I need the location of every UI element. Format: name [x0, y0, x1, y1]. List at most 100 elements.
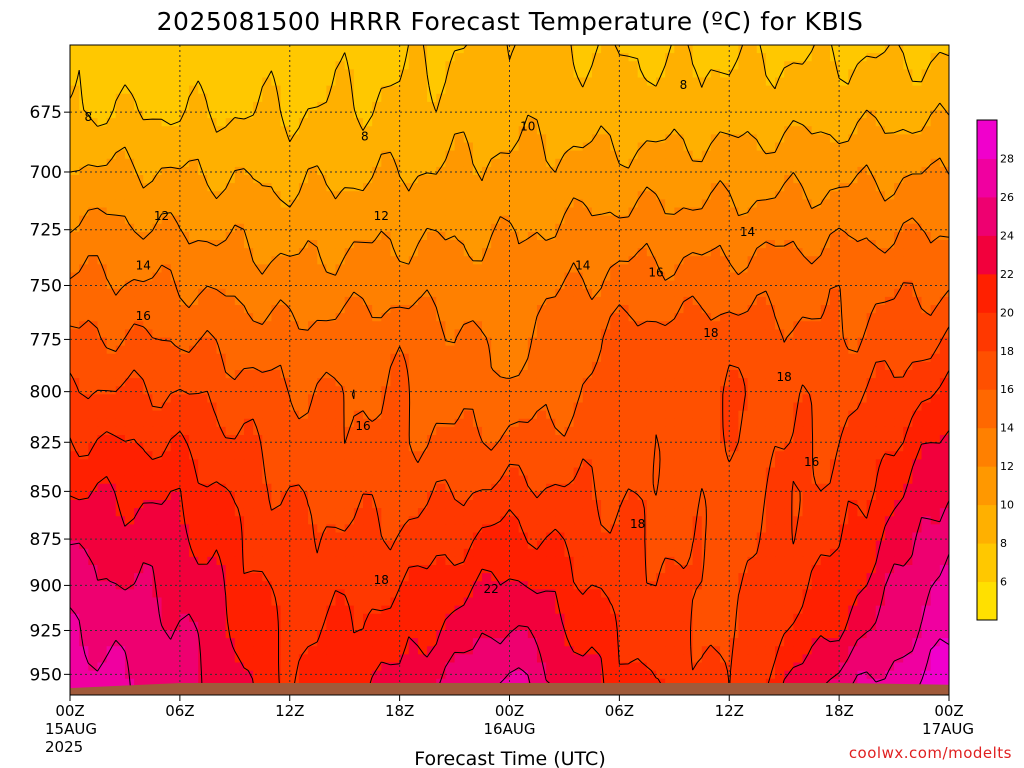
heat-cell [857, 296, 868, 306]
heat-cell [701, 353, 712, 363]
heat-cell [152, 69, 163, 79]
heat-cell [875, 126, 886, 135]
heat-cell [591, 110, 602, 119]
heat-cell [875, 426, 886, 436]
heat-cell [243, 280, 254, 290]
heat-cell [134, 451, 144, 460]
heat-cell [811, 126, 822, 135]
heat-cell [353, 451, 364, 460]
heat-cell [317, 353, 327, 363]
heat-cell [143, 110, 154, 119]
heat-cell [207, 142, 218, 152]
heat-cell [408, 426, 419, 436]
heat-cell [930, 418, 941, 428]
heat-cell [243, 370, 254, 379]
heat-cell [939, 296, 949, 306]
heat-cell [491, 361, 501, 371]
heat-cell [234, 134, 245, 144]
heat-cell [582, 199, 593, 209]
heat-cell [97, 158, 108, 168]
heat-cell [555, 321, 566, 330]
heat-cell [106, 231, 117, 241]
heat-cell [399, 329, 410, 339]
heat-cell [839, 53, 849, 62]
heat-cell [445, 223, 456, 233]
heat-cell [70, 248, 80, 257]
heat-cell [79, 175, 89, 184]
heat-cell [161, 150, 172, 160]
heat-cell [811, 353, 822, 363]
heat-cell [912, 93, 923, 103]
heat-cell [124, 280, 135, 290]
heat-cell [170, 207, 181, 217]
heat-cell [610, 345, 620, 355]
heat-cell [253, 451, 263, 460]
heat-cell [811, 296, 822, 306]
heat-cell [775, 296, 785, 306]
heat-cell [775, 418, 785, 428]
heat-cell [848, 61, 859, 70]
heat-cell [839, 337, 849, 347]
heat-cell [445, 386, 456, 395]
heat-cell [784, 191, 794, 200]
heat-cell [280, 61, 291, 70]
heat-cell [491, 329, 501, 339]
heat-cell [903, 142, 913, 152]
heat-cell [765, 183, 776, 192]
heat-cell [454, 418, 465, 428]
heat-cell [884, 240, 895, 249]
heat-cell [280, 459, 291, 469]
heat-cell [308, 248, 318, 257]
heat-cell [280, 53, 291, 62]
heat-cell [79, 69, 89, 79]
heat-cell [124, 223, 135, 233]
heat-cell [683, 361, 694, 371]
heat-cell [884, 199, 895, 209]
heat-cell [683, 305, 694, 314]
heat-cell [436, 134, 447, 144]
heat-cell [262, 93, 273, 103]
heat-cell [765, 93, 776, 103]
heat-cell [811, 175, 822, 184]
heat-cell [262, 410, 273, 420]
heat-cell [179, 150, 190, 160]
heat-cell [253, 345, 263, 355]
heat-cell [674, 264, 685, 274]
heat-cell [573, 175, 584, 184]
heat-cell [939, 410, 949, 420]
heat-cell [198, 150, 208, 160]
heat-cell [756, 329, 767, 339]
heat-cell [308, 386, 318, 395]
heat-cell [536, 223, 547, 233]
heat-cell [115, 110, 126, 119]
heat-cell [271, 53, 282, 62]
heat-cell [390, 61, 401, 70]
heat-cell [427, 402, 437, 412]
heat-cell [106, 142, 117, 152]
heat-cell [161, 272, 172, 282]
heat-cell [546, 69, 556, 79]
heat-cell [179, 361, 190, 371]
heat-cell [234, 410, 245, 420]
heat-cell [253, 183, 263, 192]
heat-cell [353, 378, 364, 387]
heat-cell [765, 313, 776, 322]
heat-cell [143, 223, 154, 233]
heat-cell [472, 248, 483, 257]
heat-cell [243, 199, 254, 209]
heat-cell [527, 264, 538, 274]
heat-cell [298, 110, 309, 119]
heat-cell [106, 418, 117, 428]
heat-cell [88, 264, 99, 274]
heat-cell [363, 443, 373, 452]
heat-cell [161, 370, 172, 379]
heat-cell [921, 53, 932, 62]
heat-cell [170, 451, 181, 460]
heat-cell [546, 345, 556, 355]
heat-cell [765, 207, 776, 217]
heat-cell [500, 296, 511, 306]
heat-cell [234, 240, 245, 249]
heat-cell [417, 183, 428, 192]
heat-cell [106, 248, 117, 257]
heat-cell [756, 126, 767, 135]
